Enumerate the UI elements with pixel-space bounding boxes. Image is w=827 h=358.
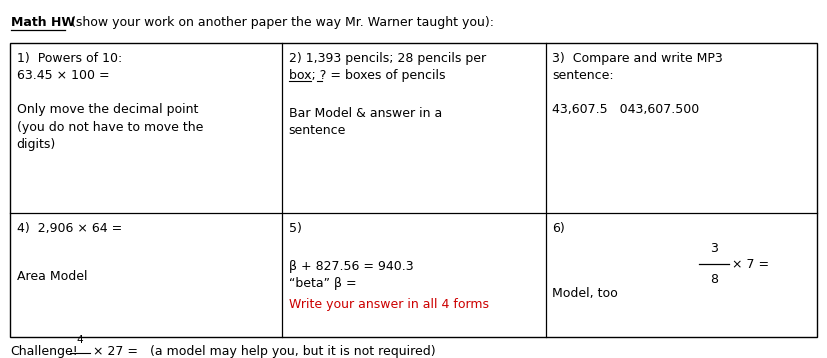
Bar	[10, 43, 817, 337]
Text: Only move the decimal point: Only move the decimal point	[17, 103, 198, 116]
Text: 2) 1,393 pencils; 28 pencils per: 2) 1,393 pencils; 28 pencils per	[289, 52, 485, 65]
Text: Write your answer in all 4 forms: Write your answer in all 4 forms	[289, 298, 489, 311]
Text: (show your work on another paper the way Mr. Warner taught you):: (show your work on another paper the way…	[67, 16, 494, 29]
Text: 6): 6)	[552, 222, 565, 235]
Text: Bar Model & answer in a: Bar Model & answer in a	[289, 107, 442, 120]
Text: 3)  Compare and write MP3: 3) Compare and write MP3	[552, 52, 724, 65]
Text: 4: 4	[77, 335, 84, 345]
Text: Model, too: Model, too	[552, 287, 619, 300]
Text: 43,607.5   043,607.500: 43,607.5 043,607.500	[552, 103, 700, 116]
Text: box; ? = boxes of pencils: box; ? = boxes of pencils	[289, 69, 445, 82]
Text: “beta” β =: “beta” β =	[289, 277, 356, 290]
Text: 4)  2,906 × 64 =: 4) 2,906 × 64 =	[17, 222, 122, 235]
Text: 5): 5)	[289, 222, 301, 235]
Text: β + 827.56 = 940.3: β + 827.56 = 940.3	[289, 260, 414, 273]
Text: × 7 =: × 7 =	[732, 258, 769, 271]
Text: 3: 3	[710, 242, 718, 255]
Text: sentence: sentence	[289, 124, 346, 137]
Text: 63.45 × 100 =: 63.45 × 100 =	[17, 69, 109, 82]
Text: × 27 =   (a model may help you, but it is not required): × 27 = (a model may help you, but it is …	[93, 345, 436, 358]
Text: (you do not have to move the: (you do not have to move the	[17, 121, 203, 134]
Text: 8: 8	[710, 273, 718, 286]
Text: Math HW: Math HW	[11, 16, 75, 29]
Text: 1)  Powers of 10:: 1) Powers of 10:	[17, 52, 122, 65]
Text: digits): digits)	[17, 138, 55, 151]
Text: sentence:: sentence:	[552, 69, 614, 82]
Text: Challenge!: Challenge!	[10, 345, 78, 358]
Text: Area Model: Area Model	[17, 270, 87, 283]
